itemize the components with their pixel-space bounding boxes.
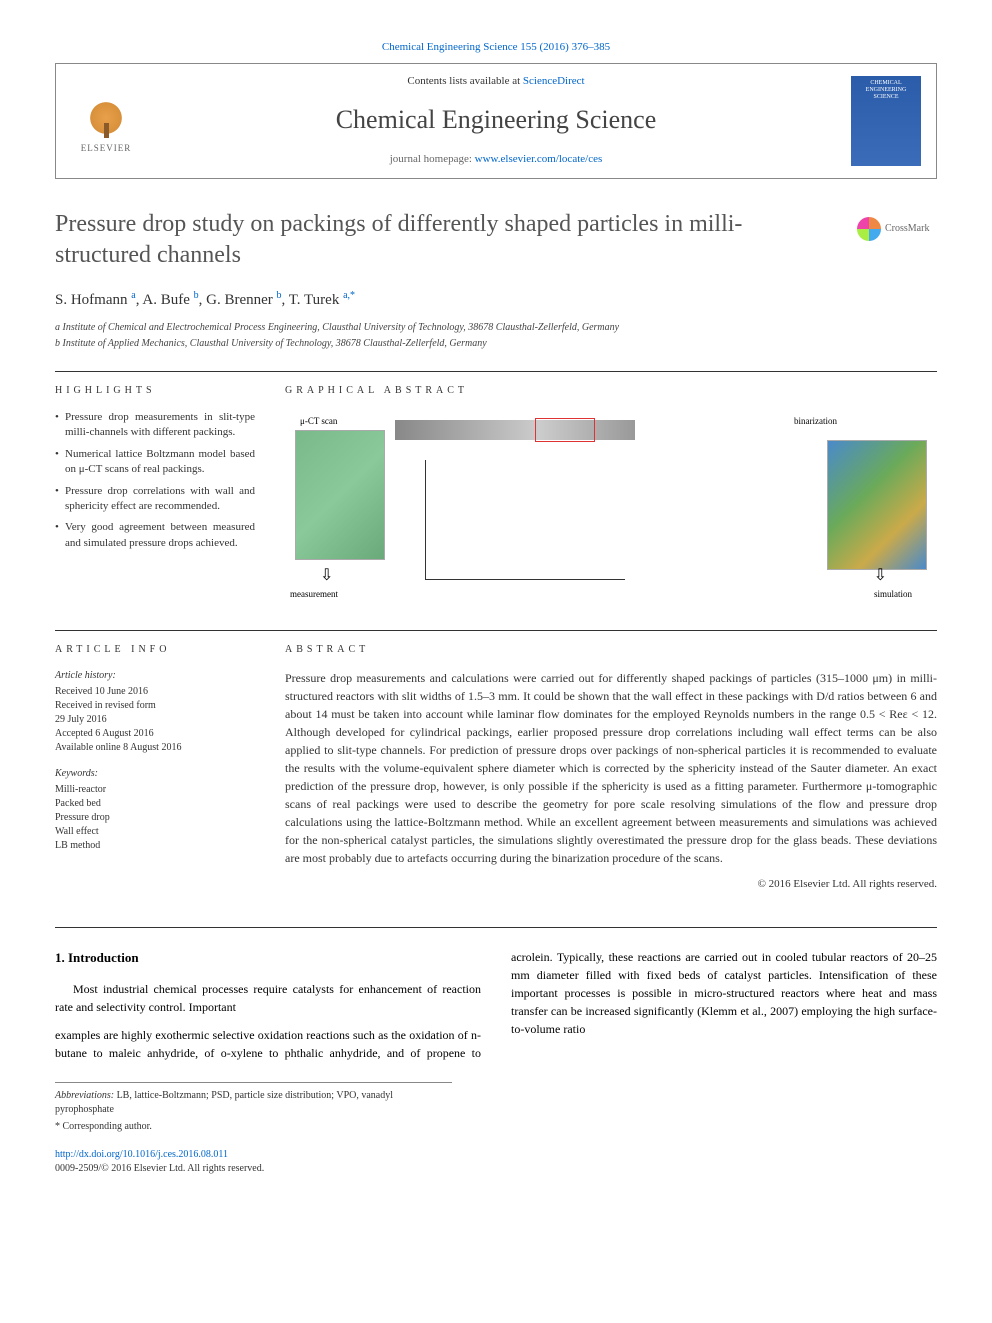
ga-bar-image: [395, 420, 635, 440]
ga-scan-label: μ-CT scan: [300, 415, 337, 428]
ga-chart: [425, 460, 625, 580]
divider-full: [55, 927, 937, 928]
corresponding-author: * Corresponding author.: [55, 1120, 452, 1134]
affiliation-b: b Institute of Applied Mechanics, Claust…: [55, 337, 937, 351]
homepage-line: journal homepage: www.elsevier.com/locat…: [141, 152, 851, 167]
keyword-item: Milli-reactor: [55, 783, 255, 797]
highlight-item: Pressure drop correlations with wall and…: [55, 484, 255, 515]
highlight-item: Very good agreement between measured and…: [55, 520, 255, 551]
graphical-abstract-label: GRAPHICAL ABSTRACT: [285, 384, 937, 398]
article-history: Received 10 June 2016Received in revised…: [55, 685, 255, 755]
authors-line: S. Hofmann a, A. Bufe b, G. Brenner b, T…: [55, 289, 937, 311]
journal-cover-thumbnail: CHEMICAL ENGINEERING SCIENCE: [851, 76, 921, 166]
footnotes: Abbreviations: LB, lattice-Boltzmann; PS…: [55, 1082, 452, 1134]
keywords-list: Milli-reactorPacked bedPressure dropWall…: [55, 783, 255, 853]
keywords-label: Keywords:: [55, 767, 255, 781]
highlight-item: Numerical lattice Boltzmann model based …: [55, 447, 255, 478]
footer: http://dx.doi.org/10.1016/j.ces.2016.08.…: [55, 1148, 937, 1176]
history-line: 29 July 2016: [55, 713, 255, 727]
history-line: Received in revised form: [55, 699, 255, 713]
intro-paragraph-1: Most industrial chemical processes requi…: [55, 980, 481, 1016]
ga-red-box: [535, 418, 595, 442]
crossmark-badge[interactable]: CrossMark: [857, 209, 937, 249]
ga-scan-image: [295, 430, 385, 560]
abbrev-label: Abbreviations:: [55, 1090, 114, 1101]
article-info-label: ARTICLE INFO: [55, 643, 255, 657]
highlights-list: Pressure drop measurements in slit-type …: [55, 410, 255, 551]
crossmark-label: CrossMark: [885, 222, 929, 236]
keyword-item: Packed bed: [55, 797, 255, 811]
elsevier-logo: ELSEVIER: [71, 81, 141, 161]
article-title: Pressure drop study on packings of diffe…: [55, 209, 937, 271]
highlight-item: Pressure drop measurements in slit-type …: [55, 410, 255, 441]
journal-name: Chemical Engineering Science: [141, 102, 851, 138]
abstract-text: Pressure drop measurements and calculati…: [285, 669, 937, 867]
keyword-item: Wall effect: [55, 825, 255, 839]
ga-binarization-label: binarization: [794, 415, 837, 428]
ga-measurement-label: measurement: [290, 588, 338, 601]
history-line: Accepted 6 August 2016: [55, 727, 255, 741]
history-line: Received 10 June 2016: [55, 685, 255, 699]
keyword-item: LB method: [55, 839, 255, 853]
section-title-intro: 1. Introduction: [55, 948, 481, 968]
journal-header: ELSEVIER Contents lists available at Sci…: [55, 63, 937, 178]
elsevier-tree-icon: [81, 88, 131, 138]
homepage-prefix: journal homepage:: [390, 153, 475, 165]
keyword-item: Pressure drop: [55, 811, 255, 825]
ga-simulation-label: simulation: [874, 588, 912, 601]
copyright-line: © 2016 Elsevier Ltd. All rights reserved…: [285, 877, 937, 892]
contents-prefix: Contents lists available at: [407, 75, 522, 87]
journal-reference: Chemical Engineering Science 155 (2016) …: [55, 40, 937, 55]
crossmark-icon: [857, 217, 881, 241]
ga-arrow-down-left-icon: ⇩: [320, 565, 333, 587]
highlights-label: HIGHLIGHTS: [55, 384, 255, 398]
article-history-label: Article history:: [55, 669, 255, 683]
body-text: 1. Introduction Most industrial chemical…: [55, 948, 937, 1062]
ga-3d-image: [827, 440, 927, 570]
divider: [55, 371, 937, 372]
issn-line: 0009-2509/© 2016 Elsevier Ltd. All right…: [55, 1163, 264, 1174]
ga-arrow-down-right-icon: ⇩: [874, 565, 887, 587]
affiliation-a: a Institute of Chemical and Electrochemi…: [55, 321, 937, 335]
cover-text: CHEMICAL ENGINEERING SCIENCE: [855, 80, 917, 102]
publisher-name: ELSEVIER: [81, 142, 132, 155]
sciencedirect-link[interactable]: ScienceDirect: [523, 75, 585, 87]
history-line: Available online 8 August 2016: [55, 741, 255, 755]
abstract-label: ABSTRACT: [285, 643, 937, 657]
divider: [55, 630, 937, 631]
contents-line: Contents lists available at ScienceDirec…: [141, 74, 851, 89]
graphical-abstract: μ-CT scan binarization ⇩ ⇩ measurement s…: [285, 410, 937, 610]
homepage-link[interactable]: www.elsevier.com/locate/ces: [475, 153, 603, 165]
doi-link[interactable]: http://dx.doi.org/10.1016/j.ces.2016.08.…: [55, 1149, 228, 1160]
